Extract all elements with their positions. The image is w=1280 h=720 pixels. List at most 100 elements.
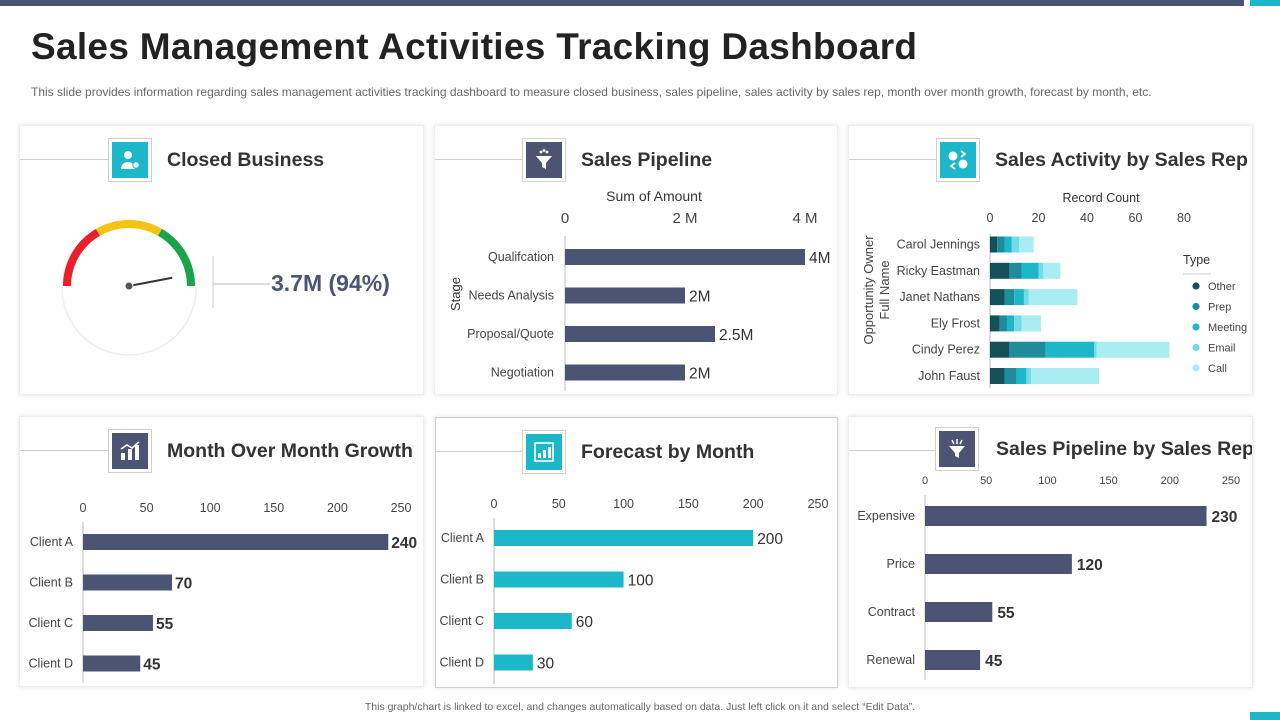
data-label-client-d: 45: [143, 657, 161, 674]
forecast-chart-icon: [526, 434, 562, 470]
bar-client-b: [83, 574, 173, 591]
category-label-expensive: Expensive: [857, 509, 915, 523]
bar-segment-ely-frost-email: [1014, 315, 1022, 332]
mom-growth-chart: 0 50 100 150 200 250 Client A 240 Client B 70 Clie…: [29, 501, 417, 683]
category-label-contract: Contract: [868, 605, 916, 619]
category-label-cindy-perez: Cindy Perez: [912, 343, 980, 357]
pipeline-by-rep-chart: 0 50 100 150 200 250 Expensive 230 Price 120 Contr…: [857, 475, 1240, 680]
bar-qualifcation: [565, 249, 805, 265]
legend-label-prep: Prep: [1208, 302, 1231, 314]
category-label-client-c: Client C: [440, 614, 484, 628]
x-tick-label: 200: [743, 497, 764, 511]
category-label-ricky-eastman: Ricky Eastman: [897, 264, 980, 278]
closed-business-title: Closed Business: [167, 149, 325, 171]
handshake-user-icon: [112, 142, 148, 178]
data-label-renewal: 45: [985, 653, 1003, 670]
category-label-john-faust: John Faust: [918, 369, 980, 383]
legend-label-call: Call: [1208, 363, 1227, 375]
bar-segment-carol-jennings-meeting: [1004, 236, 1012, 253]
bar-segment-carol-jennings-prep: [997, 236, 1005, 253]
data-label-client-d: 30: [537, 656, 555, 673]
x-tick-label: 150: [678, 497, 699, 511]
category-label-client-b: Client B: [440, 573, 484, 587]
category-label-needs-analysis: Needs Analysis: [469, 289, 554, 303]
bar-segment-john-faust-email: [1026, 368, 1032, 384]
data-label-client-c: 60: [576, 614, 594, 631]
category-label-proposal-quote: Proposal/Quote: [467, 327, 554, 341]
bar-client-d: [494, 654, 533, 671]
bar-segment-ely-frost-prep: [999, 315, 1007, 332]
bar-segment-janet-nathans-meeting: [1014, 289, 1024, 306]
category-label-renewal: Renewal: [866, 653, 915, 667]
data-label-client-a: 240: [391, 535, 417, 552]
closed-business-gauge: [61, 220, 270, 356]
bar-segment-cindy-perez-call: [1096, 341, 1170, 358]
mom-growth-panel: Month Over Month Growth 0 50 100 150 200 250 C…: [19, 416, 424, 687]
x-tick-label: 50: [140, 501, 154, 515]
x-tick-label: 100: [1038, 475, 1056, 487]
data-label-negotiation: 2M: [689, 366, 711, 383]
x-tick-label: 4 M: [792, 210, 817, 227]
bar-segment-carol-jennings-email: [1011, 236, 1020, 253]
x-tick-label: 50: [552, 497, 566, 511]
pipeline-by-rep-icon-box: [935, 427, 979, 471]
x-tick-label: 0: [80, 501, 87, 515]
bar-segment-cindy-perez-prep: [1009, 341, 1046, 358]
category-label-ely-frost: Ely Frost: [931, 316, 981, 330]
panel-header-rule: [20, 159, 108, 160]
legend-marker-email: [1192, 343, 1200, 352]
panel-header-rule: [849, 159, 937, 160]
bar-segment-ricky-eastman-meeting: [1021, 262, 1039, 279]
bar-segment-john-faust-meeting: [1016, 368, 1027, 384]
sales-pipeline-icon-box: [522, 138, 566, 182]
sales-activity-panel: Sales Activity by Sales Rep Record Count…: [848, 125, 1253, 395]
bar-client-c: [83, 615, 153, 631]
sales-pipeline-panel: Sales Pipeline Sum of Amount Stage 0 2 M 4 M…: [434, 125, 838, 395]
category-label-client-c: Client C: [29, 616, 73, 630]
legend-marker-call: [1192, 364, 1200, 372]
panel-header-rule: [20, 450, 108, 451]
bar-segment-john-faust-prep: [1004, 368, 1017, 384]
sales-pipeline-title: Sales Pipeline: [581, 149, 713, 171]
legend-label-meeting: Meeting: [1208, 322, 1247, 334]
footer-note: This graph/chart is linked to excel, and…: [364, 701, 916, 713]
category-label-carol-jennings: Carol Jennings: [897, 238, 980, 252]
gauge-segment-low: [63, 228, 100, 286]
category-label-client-d: Client D: [440, 656, 484, 670]
bar-renewal: [925, 650, 981, 670]
x-tick-label: 60: [1129, 211, 1143, 225]
data-label-client-b: 100: [628, 573, 654, 590]
panel-header-rule: [435, 159, 523, 160]
bar-segment-janet-nathans-prep: [1004, 289, 1015, 306]
data-label-client-a: 200: [757, 531, 783, 548]
category-label-client-b: Client B: [29, 576, 73, 590]
bar-chart-icon: [112, 433, 148, 469]
x-tick-label: 200: [1161, 475, 1179, 487]
x-tick-label: 0: [922, 475, 928, 487]
pipeline-by-rep-panel: Sales Pipeline by Sales Rep 0 50 100 150 200…: [848, 416, 1253, 688]
category-label-janet-nathans: Janet Nathans: [899, 290, 980, 304]
bar-client-d: [83, 655, 141, 672]
gauge-needle: [128, 276, 173, 287]
data-label-price: 120: [1077, 557, 1103, 574]
data-label-client-c: 55: [156, 616, 174, 633]
sales-pipeline-chart: Sum of Amount Stage 0 2 M 4 M Qualifcation 4M N…: [448, 188, 831, 391]
chart-title: Sum of Amount: [606, 188, 702, 204]
legend-label-other: Other: [1208, 281, 1236, 293]
x-tick-label: 100: [613, 497, 634, 511]
legend-title: Type: [1183, 253, 1210, 267]
category-label-client-a: Client A: [30, 535, 74, 549]
sales-activity-title: Sales Activity by Sales Rep: [995, 149, 1248, 171]
x-tick-label: 100: [200, 501, 221, 515]
x-tick-label: 0: [561, 210, 569, 227]
gauge-segment-high: [158, 228, 195, 286]
bar-needs-analysis: [565, 287, 685, 304]
bar-segment-ricky-eastman-call: [1043, 262, 1061, 279]
x-tick-label: 2 M: [672, 210, 697, 227]
bar-client-b: [494, 571, 624, 588]
bar-client-c: [494, 613, 572, 629]
y-axis-title: Stage: [448, 277, 463, 311]
bar-segment-ricky-eastman-other: [990, 262, 1010, 279]
bar-segment-ricky-eastman-prep: [1009, 262, 1022, 279]
bar-price: [925, 554, 1072, 574]
